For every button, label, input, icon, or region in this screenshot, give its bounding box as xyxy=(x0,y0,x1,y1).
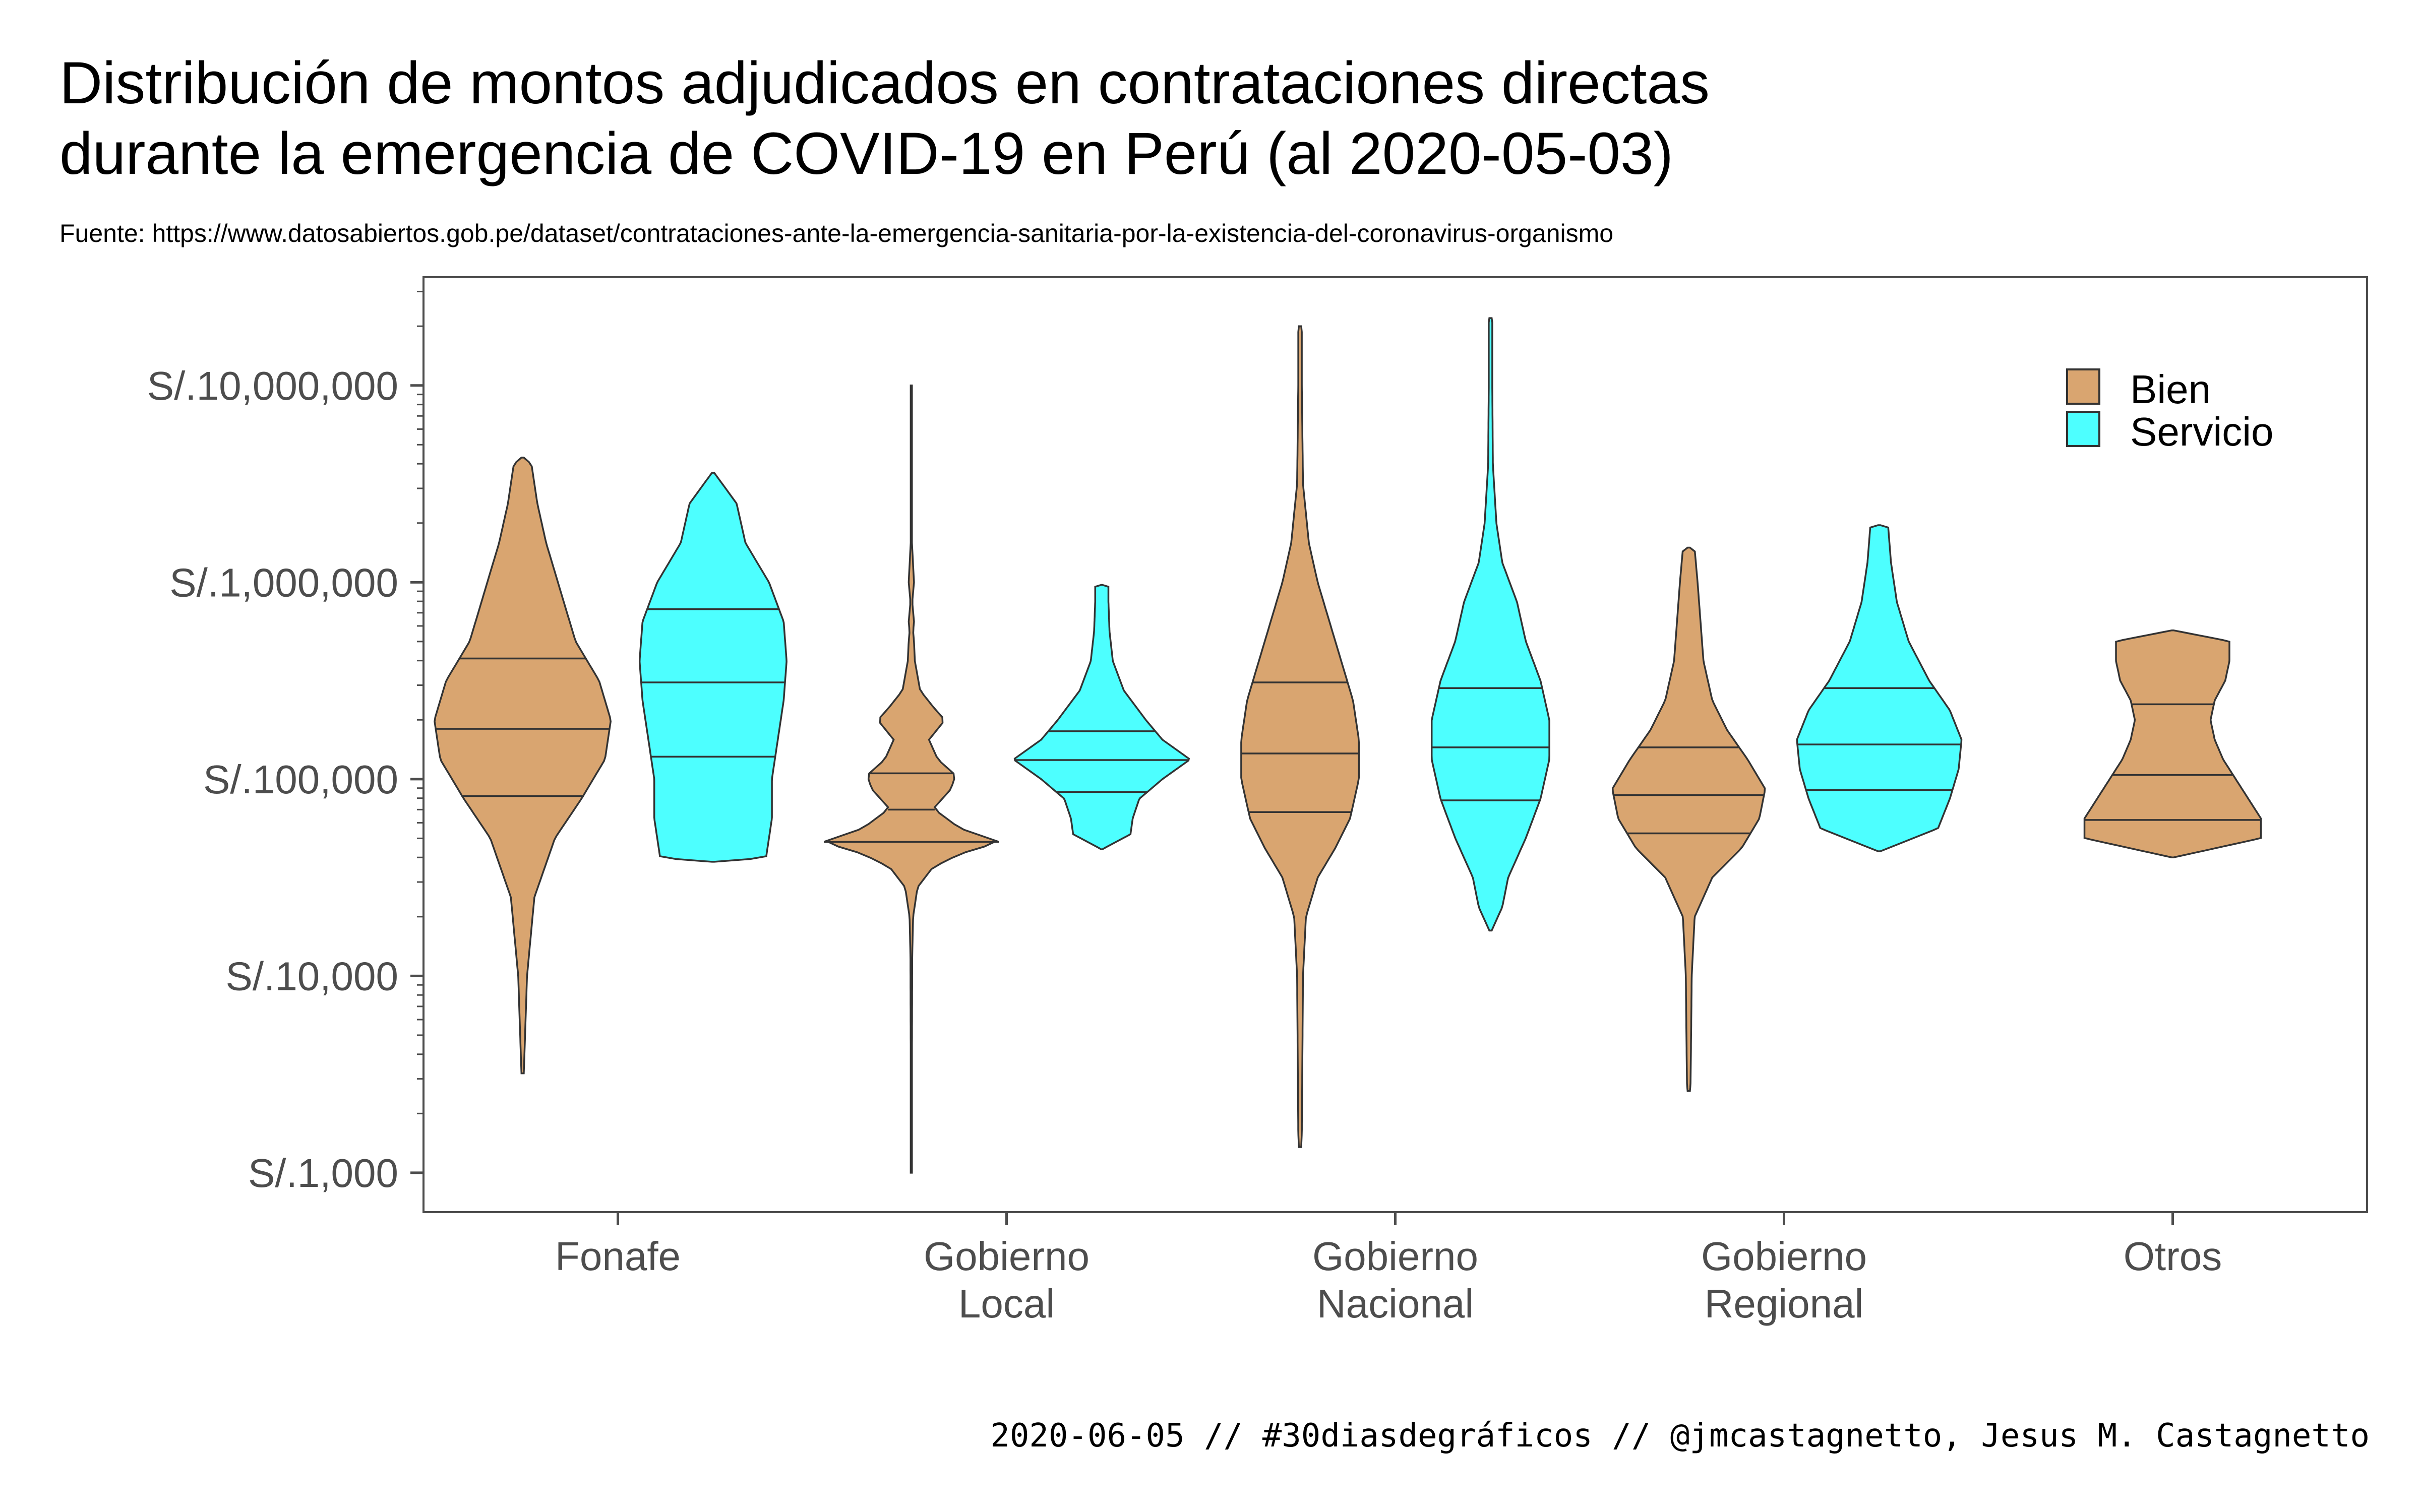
x-tick-label-gobierno-regional: Regional xyxy=(1705,1281,1864,1326)
x-tick-label-gobierno-regional: Gobierno xyxy=(1701,1234,1867,1279)
chart-title: Distribución de montos adjudicados en co… xyxy=(59,50,1710,187)
x-tick-label-otros: Otros xyxy=(2124,1234,2222,1279)
x-tick-label-gobierno-nacional: Gobierno xyxy=(1312,1234,1478,1279)
y-tick-label: S/.1,000,000 xyxy=(169,560,398,605)
legend-key-servicio xyxy=(2067,412,2099,446)
x-tick-label-gobierno-local: Gobierno xyxy=(924,1234,1090,1279)
chart-subtitle: Fuente: https://www.datosabiertos.gob.pe… xyxy=(59,219,1613,247)
x-tick-label-gobierno-local: Local xyxy=(958,1281,1055,1326)
title-line-2: durante la emergencia de COVID-19 en Per… xyxy=(59,120,1673,187)
x-tick-label-fonafe: Fonafe xyxy=(555,1234,681,1279)
legend-label-bien: Bien xyxy=(2130,367,2211,412)
y-axis: S/.1,000 S/.10,000 S/.100,000 S/.1,000,000 S… xyxy=(147,291,424,1195)
chart-caption: 2020-06-05 // #30diasdegráficos // @jmca… xyxy=(990,1417,2370,1455)
y-tick-label: S/.10,000 xyxy=(226,954,399,998)
legend-key-bien xyxy=(2067,369,2099,404)
title-line-1: Distribución de montos adjudicados en co… xyxy=(59,50,1710,116)
x-axis: Fonafe GobiernoLocalGobiernoNacionalGobie… xyxy=(555,1212,2222,1326)
legend-label-servicio: Servicio xyxy=(2130,409,2274,454)
x-tick-label-gobierno-nacional: Nacional xyxy=(1317,1281,1474,1326)
y-tick-label: S/.100,000 xyxy=(203,757,398,802)
y-tick-label: S/.1,000 xyxy=(248,1151,398,1195)
y-tick-label: S/.10,000,000 xyxy=(147,363,398,408)
